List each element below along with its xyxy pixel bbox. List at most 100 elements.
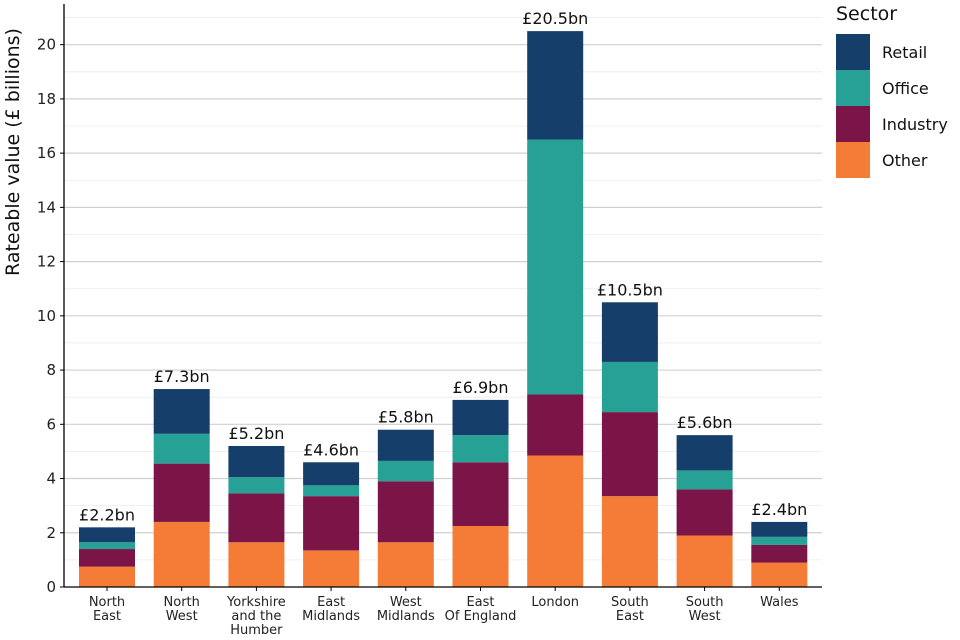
- legend: Sector Retail Office Industry Other: [836, 3, 948, 178]
- y-tick-label: 0: [46, 578, 56, 596]
- bar-total-label: £2.4bn: [751, 500, 807, 519]
- bar-segment-retail: [676, 435, 733, 471]
- bar-segment-other: [153, 521, 210, 587]
- x-category-label-line: South: [686, 595, 724, 610]
- legend-swatch-industry: [836, 106, 870, 142]
- bar-segment-industry: [79, 549, 135, 567]
- bar-segment-industry: [377, 481, 434, 543]
- bar-segment-retail: [303, 462, 360, 486]
- bar-segment-other: [527, 455, 584, 587]
- bar-segment-industry: [303, 496, 360, 551]
- bar-segment-retail: [751, 521, 808, 537]
- x-category-label-line: London: [531, 595, 579, 610]
- bar-segment-office: [751, 536, 808, 545]
- bar-segment-office: [452, 435, 509, 463]
- bar-segment-retail: [377, 429, 434, 461]
- legend-swatch-office: [836, 70, 870, 106]
- bar-segment-other: [228, 542, 285, 587]
- bar-segment-other: [79, 566, 135, 587]
- x-category-label: South West: [686, 595, 724, 624]
- x-category-label: London: [531, 595, 579, 610]
- x-category-label-line: Midlands: [302, 609, 360, 624]
- bar-segment-industry: [601, 412, 658, 497]
- x-category-label-line: and the: [231, 609, 281, 624]
- x-category-label-line: Yorkshire: [226, 595, 286, 610]
- y-axis-title: Rateable value (£ billions): [2, 28, 24, 276]
- bar-segment-office: [601, 361, 658, 413]
- bar-total-label: £7.3bn: [154, 367, 210, 386]
- x-category-label-line: East: [616, 609, 644, 624]
- bar-segment-office: [527, 139, 584, 395]
- bar-segment-other: [601, 496, 658, 587]
- x-category-label-line: East: [317, 595, 345, 610]
- legend-swatch-retail: [836, 34, 870, 70]
- y-tick-label: 18: [37, 90, 56, 108]
- y-tick-label: 12: [37, 253, 56, 271]
- bars: [79, 31, 808, 587]
- bar-segment-office: [676, 470, 733, 490]
- y-tick-label: 10: [37, 307, 56, 325]
- bar-segment-retail: [79, 527, 135, 543]
- x-category-label-line: Of England: [445, 609, 517, 624]
- legend-label-other: Other: [882, 151, 928, 170]
- bar-segment-industry: [228, 493, 285, 543]
- bar-segment-office: [228, 477, 285, 494]
- bar-segment-retail: [228, 445, 285, 478]
- y-tick-label: 6: [46, 415, 56, 433]
- bar-segment-industry: [676, 489, 733, 536]
- legend-label-office: Office: [882, 79, 929, 98]
- x-category-label: Wales: [760, 595, 799, 610]
- x-category-label-line: West: [166, 609, 198, 624]
- bar-segment-other: [303, 550, 360, 587]
- bar-segment-retail: [601, 302, 658, 362]
- x-category-label-line: North: [164, 595, 200, 610]
- legend-title: Sector: [836, 3, 897, 25]
- bar-segment-other: [377, 542, 434, 587]
- bar-total-label: £20.5bn: [522, 9, 588, 28]
- x-category-label: North West: [164, 595, 200, 624]
- x-category-label-line: Wales: [760, 595, 799, 610]
- y-tick-label: 16: [37, 144, 56, 162]
- bar-segment-other: [751, 562, 808, 587]
- x-category-label-line: South: [611, 595, 649, 610]
- bar-total-label: £5.2bn: [228, 424, 284, 443]
- axes: [60, 4, 822, 591]
- bar-segment-retail: [452, 399, 509, 436]
- x-category-label: East Midlands: [302, 595, 360, 624]
- x-category-label-line: Midlands: [377, 609, 435, 624]
- x-category-label-line: West: [689, 609, 721, 624]
- y-tick-label: 14: [37, 198, 56, 216]
- bar-segment-other: [676, 535, 733, 587]
- x-category-label: South East: [611, 595, 649, 624]
- bar-segment-retail: [527, 31, 584, 140]
- x-category-label: West Midlands: [377, 595, 435, 624]
- bar-total-label: £2.2bn: [79, 505, 135, 524]
- x-category-label-line: East: [93, 609, 121, 624]
- legend-items: Retail Office Industry Other: [836, 34, 948, 178]
- x-category-label: East Of England: [445, 595, 517, 624]
- bar-segment-retail: [153, 389, 210, 434]
- bar-segment-industry: [153, 463, 210, 522]
- y-tick-label: 2: [46, 524, 56, 542]
- y-tick-label: 8: [46, 361, 56, 379]
- bar-segment-office: [377, 460, 434, 482]
- bar-segment-industry: [452, 462, 509, 526]
- y-tick-label: 20: [37, 36, 56, 54]
- bar-total-label: £10.5bn: [597, 280, 663, 299]
- y-tick-labels: 0 2 4 6 8 10 12 14 16 18 20: [37, 36, 56, 596]
- bar-segment-other: [452, 525, 509, 587]
- bar-segment-office: [153, 433, 210, 464]
- bar-total-label: £5.6bn: [677, 413, 733, 432]
- x-category-label-line: North: [89, 595, 125, 610]
- bar-segment-industry: [751, 544, 808, 563]
- bar-total-label: £6.9bn: [453, 378, 509, 397]
- y-tick-label: 4: [46, 470, 56, 488]
- legend-swatch-other: [836, 142, 870, 178]
- x-category-label: North East: [89, 595, 125, 624]
- x-category-label-line: East: [466, 595, 494, 610]
- bar-segment-office: [303, 485, 360, 497]
- bar-segment-industry: [527, 394, 584, 456]
- x-category-label-line: West: [390, 595, 422, 610]
